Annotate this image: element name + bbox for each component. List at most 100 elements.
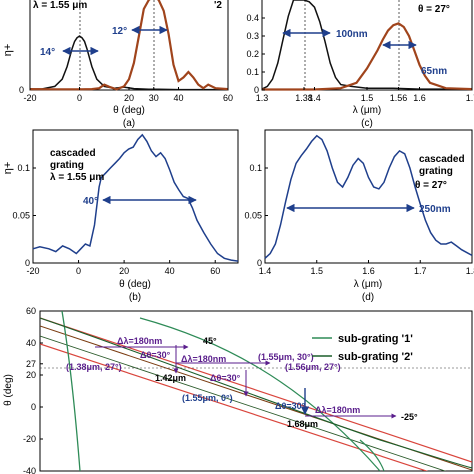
- y-tick-label-c-1: 0.1: [246, 67, 259, 77]
- y-tick-label-e-3: 20: [26, 370, 36, 380]
- series-line-c-0: [261, 0, 472, 90]
- anno-dtheta-1: Δθ=30°: [140, 350, 171, 360]
- anno-point-156-27: (1.56μm, 27°): [285, 362, 341, 372]
- x-tick-label-c-2: 1.4: [308, 93, 321, 103]
- label-250nm: 250nm: [419, 204, 451, 215]
- y-tick-label-b-1: 0.05: [12, 211, 30, 221]
- x-tick-label-c-4: 1.56: [390, 93, 408, 103]
- label-12deg: 12°: [112, 26, 127, 37]
- y-tick-label-e-4: 27: [26, 359, 36, 369]
- x-ticks-d: 1.4 1.5 1.6 1.7 1.8: [259, 260, 474, 276]
- panel-b: 40° cascaded grating λ = 1.55 μm 0 0.05 0.…: [2, 129, 239, 303]
- panel-e: Δλ=180nm Δθ=30° Δλ=180nm (1.55μm, 30°) Δ…: [3, 306, 473, 474]
- y-ticks-b: 0 0.05 0.1: [12, 163, 36, 268]
- x-tick-label-a-4: 40: [173, 93, 183, 103]
- x-tick-label-b-4: 60: [210, 266, 220, 276]
- anno-45deg: 45°: [203, 336, 217, 346]
- anno-minus25deg: -25°: [401, 412, 418, 422]
- anno-point-155-0: (1.55μm, 0°): [182, 393, 233, 403]
- series-line-d-0: [264, 134, 473, 259]
- x-tick-label-a-3: 30: [149, 93, 159, 103]
- y-tick-label-d-2: 0.1: [249, 163, 262, 173]
- y-tick-label-c-4: 0.4: [246, 13, 259, 23]
- y-ticks-d: 0 0.05 0.1: [244, 163, 268, 268]
- annotation-lambda-a: λ = 1.55 μm: [33, 0, 87, 11]
- y-axis-label-b: η+: [2, 162, 14, 175]
- anno-168um: 1.68μm: [287, 419, 318, 429]
- x-axis-label-b: θ (deg): [119, 279, 151, 290]
- label-14deg: 14°: [40, 47, 55, 58]
- series-group-a: [29, 0, 229, 91]
- annotation-theta-c: θ = 27°: [418, 4, 450, 15]
- series-line-a-0: [29, 35, 228, 91]
- anno-point-138-27: (1.38μm, 27°): [66, 362, 122, 372]
- anno-142um: 1.42μm: [155, 373, 186, 383]
- y-tick-label-e-1: -20: [23, 434, 36, 444]
- x-tick-label-a-1: 0: [77, 93, 82, 103]
- green-curve-3: [359, 439, 385, 471]
- green-curve-2: [139, 317, 381, 471]
- panel-label-a: (a): [123, 118, 135, 129]
- panel-a: 14° 12° λ = 1.55 μm '2 0 η+ -20 0 20 30 40 60…: [2, 0, 233, 129]
- x-tick-label-d-1: 1.5: [310, 266, 323, 276]
- y-tick-label-e-0: -40: [23, 466, 36, 474]
- series-group-d: [264, 134, 473, 259]
- y-axis-label-a: η+: [2, 44, 14, 57]
- x-axis-label-d: λ (μm): [354, 279, 383, 290]
- anno-dlambda-mid: Δλ=180nm: [181, 354, 226, 364]
- anno-point-155-30: (1.55μm, 30°): [258, 352, 314, 362]
- panel-label-b: (b): [129, 292, 141, 303]
- y-axis-label-e: θ (deg): [3, 374, 14, 406]
- x-ticks-a: -20 0 20 30 40 60: [23, 87, 233, 103]
- y-tick-a-0: 0: [19, 85, 24, 95]
- y-tick-label-b-0: 0: [25, 258, 30, 268]
- x-axis-label-a: θ (deg): [113, 105, 145, 116]
- series-line-c-1: [262, 22, 473, 91]
- anno-dtheta-3: Δθ=30°: [275, 401, 306, 411]
- series-group-b: [32, 133, 239, 262]
- y-tick-label-b-2: 0.1: [17, 163, 30, 173]
- x-tick-label-c-3: 1.5: [361, 93, 374, 103]
- annotation-grating-d: grating: [419, 166, 453, 177]
- annotation-cascaded-b: cascaded: [50, 148, 96, 159]
- x-tick-label-b-3: 40: [165, 266, 175, 276]
- panel-label-d: (d): [362, 292, 374, 303]
- x-ticks-b: -20 0 20 40 60: [26, 260, 220, 276]
- x-tick-label-b-2: 20: [119, 266, 129, 276]
- x-axis-label-c: λ (μm): [353, 105, 382, 116]
- x-tick-label-b-1: 0: [76, 266, 81, 276]
- legend-label-2: sub-grating '2': [338, 351, 413, 363]
- y-tick-label-d-1: 0.05: [244, 211, 262, 221]
- annotation-grating-b: grating: [50, 160, 84, 171]
- annotation-clip-a: '2: [214, 0, 222, 11]
- plot-frame-e: [39, 310, 473, 472]
- brown-line-2: [40, 335, 447, 471]
- red-line-1: [40, 317, 472, 463]
- plot-frame-d: [264, 129, 473, 264]
- panel-c: 100nm 65nm θ = 27° 0 0.1 0.2 0.3 0.4 1.3 1.38…: [246, 0, 474, 129]
- red-line-2: [40, 343, 429, 471]
- plot-frame-b: [32, 129, 239, 264]
- x-tick-label-c-6: 1.7: [466, 93, 474, 103]
- anno-dtheta-2: Δθ=30°: [210, 373, 241, 383]
- annotation-lambda-b: λ = 1.55 μm: [50, 172, 104, 183]
- x-tick-label-a-0: -20: [23, 93, 36, 103]
- anno-dlambda-bottom: Δλ=180nm: [315, 405, 360, 415]
- label-40deg: 40°: [83, 196, 98, 207]
- x-tick-label-d-0: 1.4: [259, 266, 272, 276]
- x-tick-label-d-2: 1.6: [362, 266, 375, 276]
- y-tick-label-c-2: 0.2: [246, 49, 259, 59]
- x-ticks-c: 1.3 1.381.4 1.5 1.56 1.6 1.7: [256, 87, 474, 103]
- x-tick-label-a-2: 20: [124, 93, 134, 103]
- y-tick-label-e-2: 0: [31, 402, 36, 412]
- annotation-cascaded-d: cascaded: [419, 154, 465, 165]
- label-65nm: 65nm: [421, 66, 447, 77]
- x-tick-label-c-1: 1.38: [295, 93, 313, 103]
- y-tick-label-d-0: 0: [257, 258, 262, 268]
- series-line-b-0: [32, 133, 239, 262]
- x-tick-label-d-4: 1.8: [466, 266, 474, 276]
- anno-dlambda-top: Δλ=180nm: [117, 336, 162, 346]
- x-tick-label-b-0: -20: [26, 266, 39, 276]
